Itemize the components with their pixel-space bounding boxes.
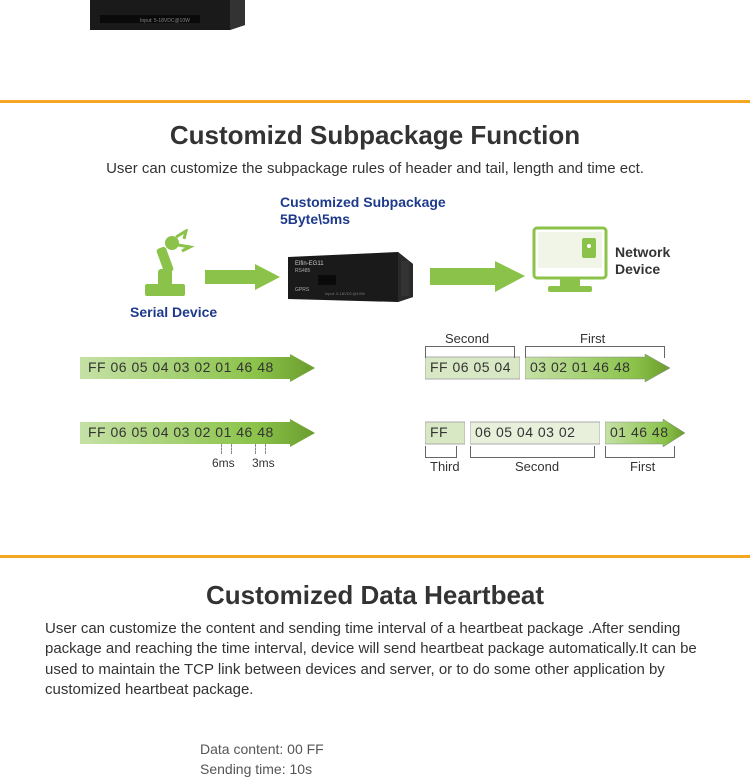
order-label-second: Second bbox=[445, 331, 489, 346]
subpackage-section: Customizd Subpackage Function User can c… bbox=[0, 120, 750, 504]
subpackage-label: Customized Subpackage 5Byte\5ms bbox=[280, 194, 446, 228]
byte-segment: 01 46 48 bbox=[610, 424, 669, 440]
divider bbox=[0, 555, 750, 558]
bracket bbox=[470, 446, 595, 458]
serial-device-label: Serial Device bbox=[130, 304, 217, 320]
svg-text:RS485: RS485 bbox=[295, 268, 311, 274]
svg-text:GPRS: GPRS bbox=[295, 287, 310, 293]
heartbeat-section: Customized Data Heartbeat User can custo… bbox=[0, 580, 750, 715]
bracket bbox=[605, 446, 675, 458]
tick-mark bbox=[231, 444, 232, 454]
time-3ms: 3ms bbox=[252, 456, 275, 470]
section-title: Customized Data Heartbeat bbox=[0, 580, 750, 611]
hf-device-image: Elfin-EG11 RS485 GPRS Input: 5-18VDC@10W bbox=[283, 249, 418, 304]
network-device-label: Network Device bbox=[615, 244, 670, 278]
tick-mark bbox=[255, 444, 256, 454]
byte-segment: 03 02 01 46 48 bbox=[530, 359, 630, 375]
section-desc: User can customize the subpackage rules … bbox=[40, 159, 710, 179]
byte-sequence: FF 06 05 04 03 02 01 46 48 bbox=[88, 359, 274, 375]
bracket bbox=[525, 346, 665, 358]
order-label-second-2: Second bbox=[515, 459, 559, 474]
byte-segment: 06 05 04 03 02 bbox=[475, 424, 575, 440]
heartbeat-info: Data content: 00 FF Sending time: 10s bbox=[200, 740, 324, 779]
byte-sequence: FF 06 05 04 03 02 01 46 48 bbox=[88, 424, 274, 440]
byte-segment: FF bbox=[430, 424, 448, 440]
time-6ms: 6ms bbox=[212, 456, 235, 470]
byte-segment: FF 06 05 04 bbox=[430, 359, 511, 375]
bracket bbox=[425, 446, 457, 458]
sending-time-line: Sending time: 10s bbox=[200, 760, 324, 779]
bracket bbox=[425, 346, 515, 358]
device-partial-image: Input: 5-18VDC@10W bbox=[80, 0, 260, 30]
svg-text:Input: 5-18VDC@10W: Input: 5-18VDC@10W bbox=[140, 18, 190, 24]
tick-mark bbox=[265, 444, 266, 454]
flow-arrow-icon bbox=[205, 262, 280, 292]
subpackage-diagram: Customized Subpackage 5Byte\5ms Serial D… bbox=[0, 194, 750, 504]
order-label-third: Third bbox=[430, 459, 460, 474]
tick-mark bbox=[221, 444, 222, 454]
monitor-icon bbox=[530, 224, 610, 299]
svg-text:Input: 5-18VDC@10W: Input: 5-18VDC@10W bbox=[325, 291, 365, 296]
order-label-first-2: First bbox=[630, 459, 655, 474]
flow-arrow-icon bbox=[430, 259, 525, 294]
order-label-first: First bbox=[580, 331, 605, 346]
robot-arm-icon bbox=[130, 229, 200, 299]
section-desc: User can customize the content and sendi… bbox=[45, 619, 705, 700]
section-title: Customizd Subpackage Function bbox=[0, 120, 750, 151]
svg-text:Elfin-EG11: Elfin-EG11 bbox=[295, 261, 324, 267]
divider bbox=[0, 100, 750, 103]
